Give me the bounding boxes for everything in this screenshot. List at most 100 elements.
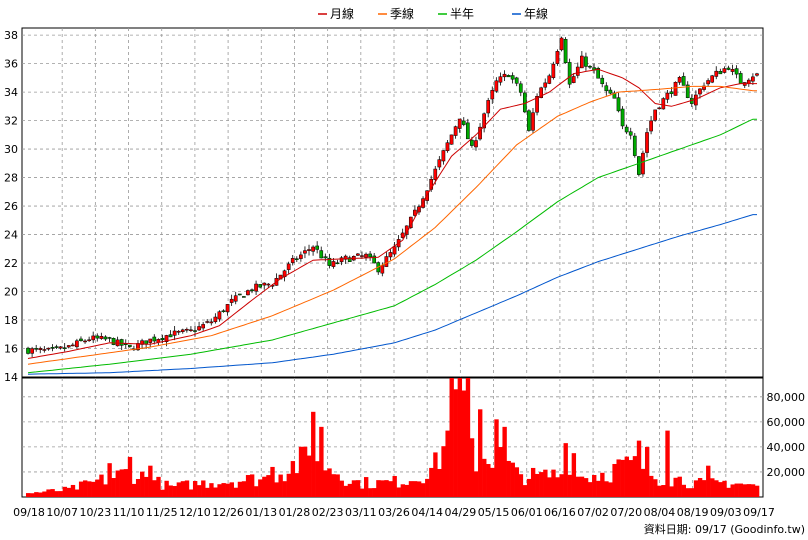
candle-40 <box>189 326 193 333</box>
candle-body-124 <box>531 112 535 131</box>
candle-20 <box>107 336 112 342</box>
candle-body-48 <box>221 310 226 312</box>
x-tick-9: 02/23 <box>312 506 344 519</box>
candle-body-38 <box>180 329 185 332</box>
candle-89 <box>388 248 393 261</box>
candle-119 <box>510 72 515 84</box>
candle-body-158 <box>669 91 674 94</box>
candle-body-156 <box>661 98 666 110</box>
candle-body-70 <box>311 246 315 252</box>
volume-bar-74 <box>327 468 332 497</box>
candle-body-159 <box>673 81 678 96</box>
candle-body-123 <box>527 110 531 131</box>
candle-body-84 <box>368 253 372 258</box>
candle-body-43 <box>201 324 205 329</box>
candle-body-152 <box>645 132 649 153</box>
x-tick-2: 10/23 <box>80 506 112 519</box>
candle-body-138 <box>588 65 592 68</box>
candle-152 <box>645 127 649 158</box>
volume-bar-26 <box>131 483 137 497</box>
volume-bar-99 <box>429 467 434 497</box>
volume-bar-112 <box>482 458 487 497</box>
volume-bar-88 <box>384 480 389 497</box>
volume-bar-46 <box>213 487 218 497</box>
volume-bar-169 <box>714 480 719 497</box>
candle-body-10 <box>66 345 71 348</box>
candle-body-109 <box>470 139 474 146</box>
candle-65 <box>290 255 295 266</box>
candle-120 <box>514 76 519 87</box>
legend-label-2: 半年 <box>450 7 474 21</box>
candle-body-14 <box>83 340 87 343</box>
candle-body-88 <box>384 256 389 267</box>
candle-66 <box>294 256 299 263</box>
candle-body-35 <box>168 334 173 338</box>
volume-bar-93 <box>404 484 410 497</box>
candle-body-146 <box>620 108 625 127</box>
candle-body-115 <box>494 80 499 92</box>
volume-bar-163 <box>689 488 695 497</box>
x-tick-3: 11/10 <box>113 506 145 519</box>
candle-body-90 <box>392 246 397 255</box>
volume-bar-37 <box>176 482 182 497</box>
candle-body-154 <box>653 109 658 121</box>
volume-bar-127 <box>543 469 548 497</box>
x-tick-12: 04/14 <box>411 506 443 519</box>
candle-body-54 <box>246 290 250 296</box>
volume-bar-95 <box>412 481 418 497</box>
candle-178 <box>751 73 755 85</box>
candle-body-8 <box>58 346 63 349</box>
volume-bar-8 <box>58 491 63 497</box>
candle-body-36 <box>172 330 177 336</box>
x-tick-11: 03/26 <box>378 506 410 519</box>
candle-118 <box>506 74 511 78</box>
candle-body-55 <box>250 289 254 292</box>
price-panel: 14 16 18 20 22 24 26 28 30 32 34 36 38 <box>4 27 764 384</box>
ma-line-ma_halfyear <box>27 118 757 374</box>
volume-bar-11 <box>70 484 76 497</box>
candle-4 <box>42 346 47 353</box>
candle-95 <box>413 205 417 217</box>
volume-bar-9 <box>62 486 68 497</box>
volume-bar-75 <box>331 474 336 497</box>
candle-body-41 <box>193 330 197 332</box>
candle-31 <box>152 334 157 345</box>
volume-bar-2 <box>34 492 39 497</box>
candle-174 <box>734 65 739 79</box>
volume-bar-56 <box>254 486 259 497</box>
candle-128 <box>547 73 552 85</box>
candle-body-15 <box>87 339 91 342</box>
candle-body-141 <box>600 77 605 85</box>
candle-body-135 <box>575 66 580 76</box>
price-tick-12: 38 <box>4 29 18 42</box>
volume-bar-128 <box>547 477 552 497</box>
x-tick-8: 01/28 <box>279 506 311 519</box>
volume-bar-120 <box>514 467 520 497</box>
candle-body-74 <box>327 257 332 266</box>
volume-bar-136 <box>579 476 585 497</box>
candle-body-157 <box>665 92 670 100</box>
volume-bar-39 <box>184 480 190 497</box>
x-tick-4: 11/25 <box>146 506 178 519</box>
candle-body-155 <box>657 107 662 110</box>
candle-75 <box>331 258 336 269</box>
candle-body-103 <box>445 142 450 152</box>
candle-body-128 <box>547 75 552 84</box>
volume-bar-149 <box>632 456 638 497</box>
candle-body-92 <box>400 232 405 238</box>
volume-bar-119 <box>510 462 515 497</box>
candle-body-25 <box>127 344 132 347</box>
volume-bar-94 <box>408 481 414 497</box>
candle-body-149 <box>632 135 637 156</box>
candle-145 <box>616 92 621 113</box>
candle-body-46 <box>213 316 218 323</box>
candle-38 <box>180 328 185 334</box>
candle-body-117 <box>502 73 507 78</box>
candle-12 <box>75 338 79 349</box>
candle-155 <box>657 107 662 110</box>
candle-body-28 <box>140 340 144 345</box>
volume-bar-156 <box>661 485 666 497</box>
candle-149 <box>632 132 637 158</box>
volume-bar-0 <box>26 493 31 497</box>
price-tick-7: 28 <box>4 172 18 185</box>
